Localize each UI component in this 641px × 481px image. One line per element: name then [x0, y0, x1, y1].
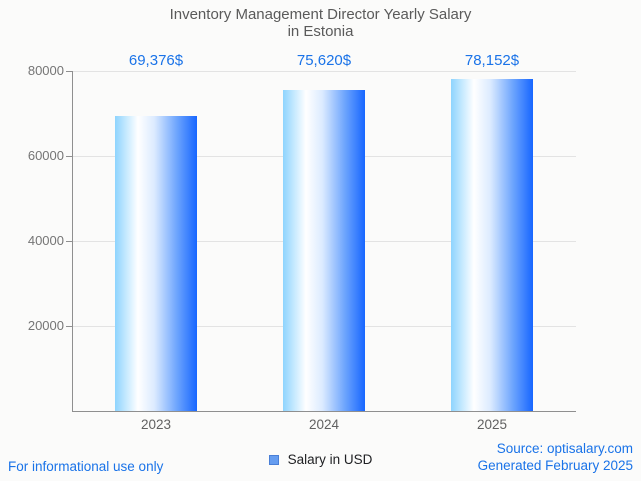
y-axis-line: [72, 71, 73, 411]
legend-color-swatch-icon: [268, 454, 279, 465]
bar-value-label: 78,152$: [464, 52, 520, 69]
legend-label: Salary in USD: [287, 452, 373, 467]
bar-value-label: 75,620$: [296, 52, 352, 69]
x-axis-label: 2023: [140, 417, 172, 432]
x-axis-line: [72, 411, 576, 412]
bar-2025[interactable]: [451, 78, 533, 411]
disclaimer-text: For informational use only: [8, 459, 164, 474]
y-axis-tick: [66, 156, 72, 157]
bar-2024[interactable]: [283, 89, 365, 411]
y-axis-tick: [66, 241, 72, 242]
source-text: Source: optisalary.com: [496, 441, 633, 456]
bar-2023[interactable]: [115, 116, 197, 411]
source-block: Source: optisalary.com Generated Februar…: [478, 440, 633, 474]
y-gridline: [72, 71, 576, 72]
y-axis-tick: [66, 71, 72, 72]
y-axis-tick: [66, 326, 72, 327]
y-axis-tick-label: 20000: [27, 318, 64, 333]
x-axis-label: 2025: [476, 417, 508, 432]
chart-title-line2: in Estonia: [287, 23, 354, 40]
x-axis-label: 2024: [308, 417, 340, 432]
chart-title-line1: Inventory Management Director Yearly Sal…: [169, 6, 472, 23]
y-axis-tick-label: 80000: [27, 63, 64, 78]
chart-title: Inventory Management Director Yearly Sal…: [0, 6, 641, 40]
bar-value-label: 69,376$: [128, 52, 184, 69]
y-axis-tick-label: 40000: [27, 233, 64, 248]
y-axis-tick-label: 60000: [27, 148, 64, 163]
chart-legend: Salary in USD: [0, 452, 641, 467]
generated-text: Generated February 2025: [477, 458, 633, 473]
